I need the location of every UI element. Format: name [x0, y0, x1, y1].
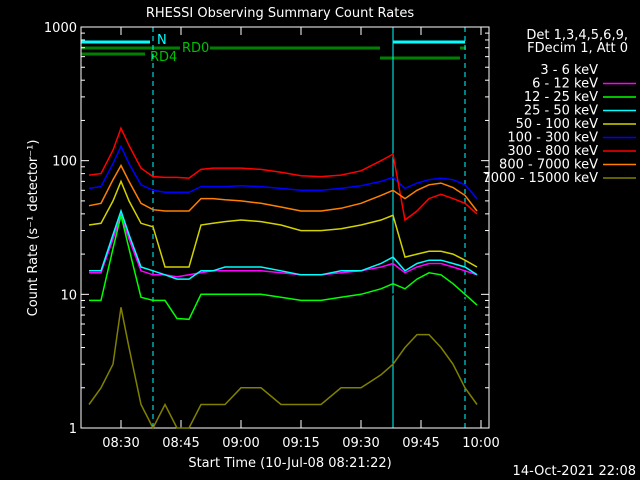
- legend-label: 6 - 12 keV: [532, 77, 598, 92]
- annotation: RD4: [150, 50, 177, 65]
- flag-bars: N RD0 RD4: [81, 33, 466, 65]
- y-tick-label: 100: [52, 155, 77, 170]
- series-line: [88, 307, 478, 430]
- legend-label: 100 - 300 keV: [507, 131, 598, 146]
- x-tick-label: 09:15: [282, 436, 319, 451]
- y-tick-label: 1000: [44, 21, 77, 36]
- x-tick-label: 08:30: [102, 436, 139, 451]
- legend-label: 7000 - 15000 keV: [483, 171, 599, 186]
- footer: 14-Oct-2021 22:08: [513, 464, 636, 479]
- series-line: [88, 240, 478, 342]
- legend-header: FDecim 1, Att 0: [527, 41, 628, 56]
- plot-frame: [80, 26, 490, 429]
- x-tick-label: 10:00: [462, 436, 499, 451]
- y-axis-label: Count Rate (s⁻¹ detector⁻¹): [26, 140, 41, 317]
- legend-label: 12 - 25 keV: [524, 90, 598, 105]
- series-line: [89, 208, 478, 280]
- x-tick-label: 09:45: [402, 436, 439, 451]
- x-axis-label: Start Time (10-Jul-08 08:21:22): [188, 456, 391, 471]
- x-tick-label: 08:45: [162, 436, 199, 451]
- x-tick-label: 09:00: [222, 436, 259, 451]
- series-line: [89, 215, 478, 321]
- legend-header: Det 1,3,4,5,6,9,: [526, 28, 628, 43]
- series-line: [88, 179, 478, 268]
- series-line: [88, 144, 478, 200]
- chart-title: RHESSI Observing Summary Count Rates: [146, 6, 415, 21]
- y-tick-label: 10: [60, 288, 77, 303]
- legend-label: 300 - 800 keV: [507, 144, 598, 159]
- legend-label: 3 - 6 keV: [540, 63, 598, 78]
- legend-label: 25 - 50 keV: [524, 104, 598, 119]
- annotation: RD0: [182, 41, 209, 56]
- legend-label: 800 - 7000 keV: [499, 158, 598, 173]
- annotation: N: [157, 33, 167, 48]
- series-line: [88, 126, 478, 222]
- series-line: [88, 163, 478, 212]
- series-line: [89, 212, 478, 278]
- x-tick-label: 09:30: [342, 436, 379, 451]
- legend-label: 50 - 100 keV: [516, 117, 599, 132]
- y-tick-label: 1: [69, 422, 77, 437]
